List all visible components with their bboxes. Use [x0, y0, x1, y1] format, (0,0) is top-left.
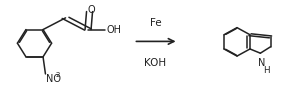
Text: 2: 2 [56, 72, 60, 78]
Text: H: H [263, 66, 270, 75]
Text: KOH: KOH [144, 58, 166, 68]
Text: NO: NO [46, 74, 61, 84]
Text: N: N [258, 58, 266, 68]
Text: O: O [87, 5, 95, 15]
Text: Fe: Fe [150, 18, 161, 28]
Text: OH: OH [107, 25, 122, 35]
